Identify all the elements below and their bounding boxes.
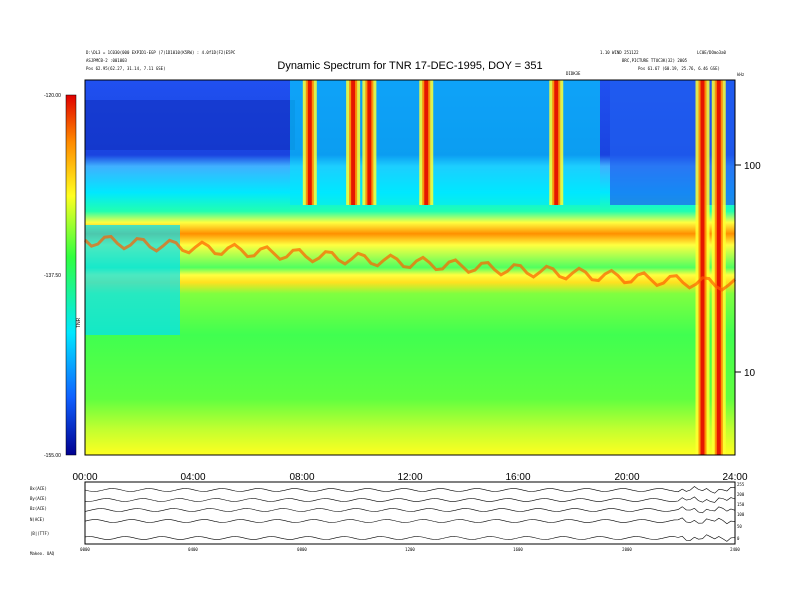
burst-streak: [554, 80, 559, 205]
panel-label-bx: Bx(ACE): [30, 486, 47, 491]
colorbar-tick-top: -120.00: [44, 93, 61, 99]
header-right-line2: BRC,PICTURE TTUC3K(32) 2005: [622, 58, 688, 63]
header-right-corner: LC0E/DOmo3a0: [697, 50, 726, 55]
panel-time-0400: 0400: [188, 547, 198, 552]
panel-label-b: |B|(TTF): [30, 531, 49, 536]
y-axis: 100 10 kHz: [735, 72, 761, 379]
y-tick-label-10: 10: [744, 368, 756, 379]
panel-label-bz: Bz(ACE): [30, 506, 47, 511]
panel-traces: [84, 486, 736, 542]
header-right-line3: Pos 61.67 (60.19, 25.76, 6.46 GSE): [638, 66, 720, 71]
header-right-line1: 1.10 WIND 251122: [600, 50, 639, 55]
panel-time-2000: 2000: [622, 547, 632, 552]
panel-label-by: By(ACE): [30, 496, 47, 501]
panel-trace: [84, 517, 736, 525]
colorbar-tick-mid: -137.50: [44, 273, 61, 279]
spectrogram: [83, 80, 736, 455]
burst-streak: [424, 80, 429, 205]
x-tick-label-1600: 16:00: [505, 472, 530, 483]
panel-label-n: N(ACE): [30, 517, 44, 522]
x-tick-label-2000: 20:00: [614, 472, 639, 483]
panel-time-0800: 0800: [297, 547, 307, 552]
panel-time-0000: 0000: [80, 547, 90, 552]
panel-right-100: 100: [737, 512, 745, 517]
panel-trace: [84, 496, 736, 503]
x-axis: 00:00 04:00 08:00 12:00 16:00 20:00 24:0…: [72, 472, 747, 483]
burst-streak: [367, 80, 372, 205]
panel-right-255: 255: [737, 482, 745, 487]
header-left-line3: Pos 62.95(62.27, 31.14, 7.11 GSE): [86, 66, 165, 71]
x-tick-label-0800: 08:00: [289, 472, 314, 483]
plasma-line: [83, 234, 736, 292]
y-tick-label-100: 100: [744, 161, 761, 172]
panel-trace: [84, 486, 736, 494]
header-left-line2: ASJPMCB-2 :001003: [86, 58, 128, 63]
panel-time-1600: 1600: [513, 547, 523, 552]
parameter-panels: Bx(ACE) By(ACE) Bz(ACE) N(ACE) |B|(TTF) …: [30, 481, 745, 556]
panel-right-150: 150: [737, 502, 745, 507]
burst-streak: [307, 80, 312, 205]
burst-streak: [351, 80, 356, 205]
panel-footer-label: Makeo. UAQ: [30, 551, 55, 556]
spectrogram-frame: [84, 79, 736, 456]
panels-frame: [84, 481, 736, 545]
burst-streak: [716, 80, 721, 455]
y-axis-unit: kHz: [737, 72, 745, 77]
colorbar: [65, 94, 77, 456]
x-tick-label-1200: 12:00: [397, 472, 422, 483]
panel-time-2400: 2400: [730, 547, 740, 552]
panel-right-200: 200: [737, 492, 745, 497]
header-small-mark: DIDK3E: [566, 71, 581, 76]
header-left-line1: D:\DL3 = 1C030(000 EXPID1-EGP (7)1D1010(…: [86, 50, 236, 55]
panel-trace: [84, 534, 736, 542]
panel-right-0: 0: [737, 536, 740, 541]
panel-trace: [84, 506, 736, 514]
panel-right-50: 50: [737, 524, 742, 529]
x-tick-label-0400: 04:00: [180, 472, 205, 483]
burst-streak: [700, 80, 705, 455]
dark-blue-band: [85, 100, 295, 150]
colorbar-axis-label: TNR: [76, 317, 82, 328]
x-tick-label-2400: 24:00: [722, 472, 747, 483]
chart-title: Dynamic Spectrum for TNR 17-DEC-1995, DO…: [277, 60, 542, 72]
x-tick-label-0000: 00:00: [72, 472, 97, 483]
radio-bursts: [83, 80, 736, 455]
colorbar-tick-bottom: -155.00: [44, 453, 61, 459]
bursty-region-cyan: [290, 80, 600, 205]
panel-time-1200: 1200: [405, 547, 415, 552]
